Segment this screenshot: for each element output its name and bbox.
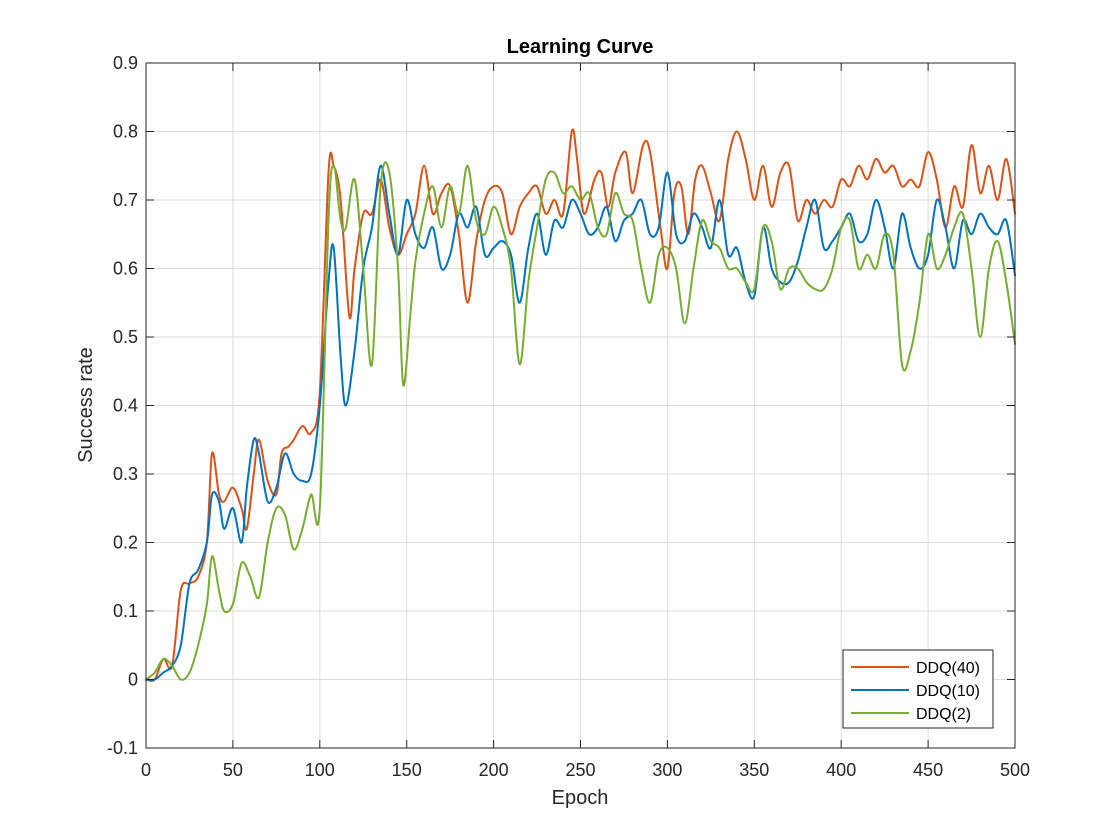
x-axis-label: Epoch bbox=[552, 787, 609, 809]
y-tick-label: 0.4 bbox=[113, 396, 138, 416]
x-tick-label: 300 bbox=[652, 760, 682, 780]
x-tick-label: 400 bbox=[826, 760, 856, 780]
x-tick-label: 200 bbox=[479, 760, 509, 780]
x-tick-label: 0 bbox=[141, 760, 151, 780]
y-tick-label: 0.8 bbox=[113, 122, 138, 142]
x-tick-label: 250 bbox=[565, 760, 595, 780]
legend-label: DDQ(10) bbox=[916, 683, 980, 700]
legend-label: DDQ(2) bbox=[916, 706, 971, 723]
series-line-ddq-40 bbox=[145, 128, 1016, 683]
y-tick-label: 0.1 bbox=[113, 601, 138, 621]
y-tick-label: 0.5 bbox=[113, 327, 138, 347]
y-tick-label: 0.9 bbox=[113, 53, 138, 73]
y-tick-label: 0.7 bbox=[113, 190, 138, 210]
plot-frame bbox=[145, 62, 1016, 749]
x-tick-label: 150 bbox=[392, 760, 422, 780]
legend-label: DDQ(40) bbox=[916, 660, 980, 677]
x-tick-label: 350 bbox=[739, 760, 769, 780]
y-axis-label: Success rate bbox=[75, 347, 97, 463]
x-tick-label: 450 bbox=[913, 760, 943, 780]
series-line-ddq-2 bbox=[145, 161, 1016, 681]
y-tick-label: 0.2 bbox=[113, 533, 138, 553]
series-line-ddq-10 bbox=[145, 164, 1016, 682]
y-tick-label: 0.3 bbox=[113, 464, 138, 484]
tick-labels: 0 50 100 150 200 250 300 350 400 450 500-0.100.10.… bbox=[107, 53, 1030, 780]
x-tick-label: 500 bbox=[1000, 760, 1030, 780]
x-tick-label: 50 bbox=[223, 760, 243, 780]
y-tick-label: -0.1 bbox=[107, 738, 138, 758]
y-tick-label: 0.6 bbox=[113, 259, 138, 279]
chart-title: Learning Curve bbox=[507, 36, 654, 58]
x-tick-label: 100 bbox=[305, 760, 335, 780]
series-lines bbox=[145, 128, 1016, 683]
legend: DDQ(40) DDQ(10) DDQ(2) bbox=[842, 649, 994, 729]
y-tick-label: 0 bbox=[128, 670, 138, 690]
